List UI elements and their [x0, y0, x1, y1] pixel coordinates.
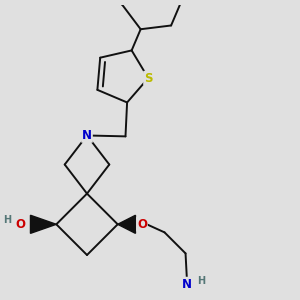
Text: N: N [182, 278, 192, 291]
Text: H: H [197, 277, 205, 286]
Text: H: H [3, 215, 11, 225]
Polygon shape [118, 215, 136, 233]
Text: O: O [137, 218, 147, 231]
Text: S: S [144, 72, 152, 85]
Text: O: O [16, 218, 26, 231]
Text: N: N [82, 129, 92, 142]
Polygon shape [31, 215, 56, 233]
